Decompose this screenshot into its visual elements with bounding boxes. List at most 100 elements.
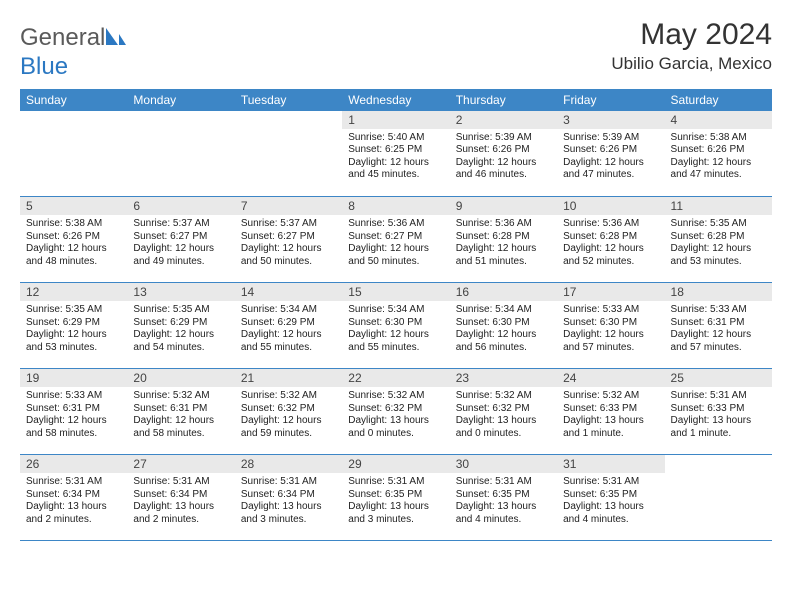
day-number: 28: [235, 455, 342, 473]
daylight-text: Daylight: 12 hours and 46 minutes.: [456, 157, 551, 182]
day-details: Sunrise: 5:36 AMSunset: 6:28 PMDaylight:…: [557, 215, 664, 272]
sunrise-text: Sunrise: 5:35 AM: [671, 218, 766, 231]
calendar-page: GeneralBlue May 2024 Ubilio Garcia, Mexi…: [0, 0, 792, 559]
sunset-text: Sunset: 6:30 PM: [348, 317, 443, 330]
day-number: 19: [20, 369, 127, 387]
sunrise-text: Sunrise: 5:37 AM: [133, 218, 228, 231]
day-details: Sunrise: 5:37 AMSunset: 6:27 PMDaylight:…: [235, 215, 342, 272]
sunset-text: Sunset: 6:26 PM: [26, 231, 121, 244]
day-number: 14: [235, 283, 342, 301]
calendar-cell: 20Sunrise: 5:32 AMSunset: 6:31 PMDayligh…: [127, 369, 234, 455]
sunrise-text: Sunrise: 5:31 AM: [26, 476, 121, 489]
sunset-text: Sunset: 6:32 PM: [348, 403, 443, 416]
day-number: 25: [665, 369, 772, 387]
weekday-header: Tuesday: [235, 89, 342, 111]
calendar-cell: 8Sunrise: 5:36 AMSunset: 6:27 PMDaylight…: [342, 197, 449, 283]
daylight-text: Daylight: 12 hours and 54 minutes.: [133, 329, 228, 354]
daylight-text: Daylight: 13 hours and 3 minutes.: [241, 501, 336, 526]
calendar-cell: 31Sunrise: 5:31 AMSunset: 6:35 PMDayligh…: [557, 455, 664, 541]
sunset-text: Sunset: 6:34 PM: [26, 489, 121, 502]
sunrise-text: Sunrise: 5:35 AM: [133, 304, 228, 317]
day-details: Sunrise: 5:31 AMSunset: 6:35 PMDaylight:…: [450, 473, 557, 530]
day-number: 26: [20, 455, 127, 473]
weekday-header: Thursday: [450, 89, 557, 111]
sunrise-text: Sunrise: 5:31 AM: [563, 476, 658, 489]
calendar-cell: 6Sunrise: 5:37 AMSunset: 6:27 PMDaylight…: [127, 197, 234, 283]
day-details: Sunrise: 5:36 AMSunset: 6:28 PMDaylight:…: [450, 215, 557, 272]
brand-logo: GeneralBlue: [20, 18, 127, 81]
day-number: 18: [665, 283, 772, 301]
day-details: Sunrise: 5:35 AMSunset: 6:29 PMDaylight:…: [20, 301, 127, 358]
day-number: 1: [342, 111, 449, 129]
sunset-text: Sunset: 6:30 PM: [456, 317, 551, 330]
day-details: Sunrise: 5:36 AMSunset: 6:27 PMDaylight:…: [342, 215, 449, 272]
sunset-text: Sunset: 6:27 PM: [241, 231, 336, 244]
daylight-text: Daylight: 12 hours and 49 minutes.: [133, 243, 228, 268]
calendar-cell: 4Sunrise: 5:38 AMSunset: 6:26 PMDaylight…: [665, 111, 772, 197]
calendar-cell: 7Sunrise: 5:37 AMSunset: 6:27 PMDaylight…: [235, 197, 342, 283]
daylight-text: Daylight: 13 hours and 2 minutes.: [133, 501, 228, 526]
day-details: Sunrise: 5:31 AMSunset: 6:35 PMDaylight:…: [557, 473, 664, 530]
calendar-cell: 25Sunrise: 5:31 AMSunset: 6:33 PMDayligh…: [665, 369, 772, 455]
sunrise-text: Sunrise: 5:36 AM: [563, 218, 658, 231]
sunset-text: Sunset: 6:35 PM: [563, 489, 658, 502]
calendar-cell: 21Sunrise: 5:32 AMSunset: 6:32 PMDayligh…: [235, 369, 342, 455]
day-number: 2: [450, 111, 557, 129]
day-details: Sunrise: 5:34 AMSunset: 6:30 PMDaylight:…: [450, 301, 557, 358]
sunrise-text: Sunrise: 5:33 AM: [671, 304, 766, 317]
sunset-text: Sunset: 6:29 PM: [241, 317, 336, 330]
daylight-text: Daylight: 13 hours and 0 minutes.: [348, 415, 443, 440]
sunrise-text: Sunrise: 5:33 AM: [26, 390, 121, 403]
sunrise-text: Sunrise: 5:34 AM: [456, 304, 551, 317]
day-number: 27: [127, 455, 234, 473]
day-number: 16: [450, 283, 557, 301]
daylight-text: Daylight: 12 hours and 58 minutes.: [133, 415, 228, 440]
day-number: 13: [127, 283, 234, 301]
day-number: 17: [557, 283, 664, 301]
sunset-text: Sunset: 6:28 PM: [456, 231, 551, 244]
day-details: Sunrise: 5:32 AMSunset: 6:32 PMDaylight:…: [342, 387, 449, 444]
daylight-text: Daylight: 12 hours and 47 minutes.: [671, 157, 766, 182]
day-number: 23: [450, 369, 557, 387]
sunrise-text: Sunrise: 5:36 AM: [456, 218, 551, 231]
calendar-cell: 13Sunrise: 5:35 AMSunset: 6:29 PMDayligh…: [127, 283, 234, 369]
sunrise-text: Sunrise: 5:39 AM: [563, 132, 658, 145]
daylight-text: Daylight: 12 hours and 55 minutes.: [241, 329, 336, 354]
calendar-table: SundayMondayTuesdayWednesdayThursdayFrid…: [20, 89, 772, 542]
daylight-text: Daylight: 12 hours and 48 minutes.: [26, 243, 121, 268]
day-details: Sunrise: 5:33 AMSunset: 6:31 PMDaylight:…: [20, 387, 127, 444]
sunset-text: Sunset: 6:31 PM: [26, 403, 121, 416]
calendar-week: 12Sunrise: 5:35 AMSunset: 6:29 PMDayligh…: [20, 283, 772, 369]
daylight-text: Daylight: 12 hours and 53 minutes.: [671, 243, 766, 268]
sunset-text: Sunset: 6:34 PM: [241, 489, 336, 502]
weekday-row: SundayMondayTuesdayWednesdayThursdayFrid…: [20, 89, 772, 111]
sunset-text: Sunset: 6:34 PM: [133, 489, 228, 502]
calendar-cell: 28Sunrise: 5:31 AMSunset: 6:34 PMDayligh…: [235, 455, 342, 541]
day-number: 24: [557, 369, 664, 387]
day-details: Sunrise: 5:31 AMSunset: 6:35 PMDaylight:…: [342, 473, 449, 530]
sunset-text: Sunset: 6:27 PM: [348, 231, 443, 244]
sunrise-text: Sunrise: 5:39 AM: [456, 132, 551, 145]
daylight-text: Daylight: 12 hours and 56 minutes.: [456, 329, 551, 354]
calendar-cell: 27Sunrise: 5:31 AMSunset: 6:34 PMDayligh…: [127, 455, 234, 541]
calendar-cell: 19Sunrise: 5:33 AMSunset: 6:31 PMDayligh…: [20, 369, 127, 455]
day-details: Sunrise: 5:39 AMSunset: 6:26 PMDaylight:…: [557, 129, 664, 186]
location: Ubilio Garcia, Mexico: [611, 54, 772, 74]
day-number: 5: [20, 197, 127, 215]
day-number: 3: [557, 111, 664, 129]
daylight-text: Daylight: 12 hours and 57 minutes.: [563, 329, 658, 354]
calendar-cell: 15Sunrise: 5:34 AMSunset: 6:30 PMDayligh…: [342, 283, 449, 369]
calendar-cell: 26Sunrise: 5:31 AMSunset: 6:34 PMDayligh…: [20, 455, 127, 541]
calendar-cell: 24Sunrise: 5:32 AMSunset: 6:33 PMDayligh…: [557, 369, 664, 455]
day-number: 22: [342, 369, 449, 387]
weekday-header: Monday: [127, 89, 234, 111]
calendar-cell: 12Sunrise: 5:35 AMSunset: 6:29 PMDayligh…: [20, 283, 127, 369]
calendar-cell: [665, 455, 772, 541]
sunset-text: Sunset: 6:29 PM: [26, 317, 121, 330]
sunrise-text: Sunrise: 5:33 AM: [563, 304, 658, 317]
daylight-text: Daylight: 12 hours and 57 minutes.: [671, 329, 766, 354]
sunrise-text: Sunrise: 5:36 AM: [348, 218, 443, 231]
sunset-text: Sunset: 6:31 PM: [133, 403, 228, 416]
calendar-cell: 14Sunrise: 5:34 AMSunset: 6:29 PMDayligh…: [235, 283, 342, 369]
day-details: Sunrise: 5:31 AMSunset: 6:33 PMDaylight:…: [665, 387, 772, 444]
